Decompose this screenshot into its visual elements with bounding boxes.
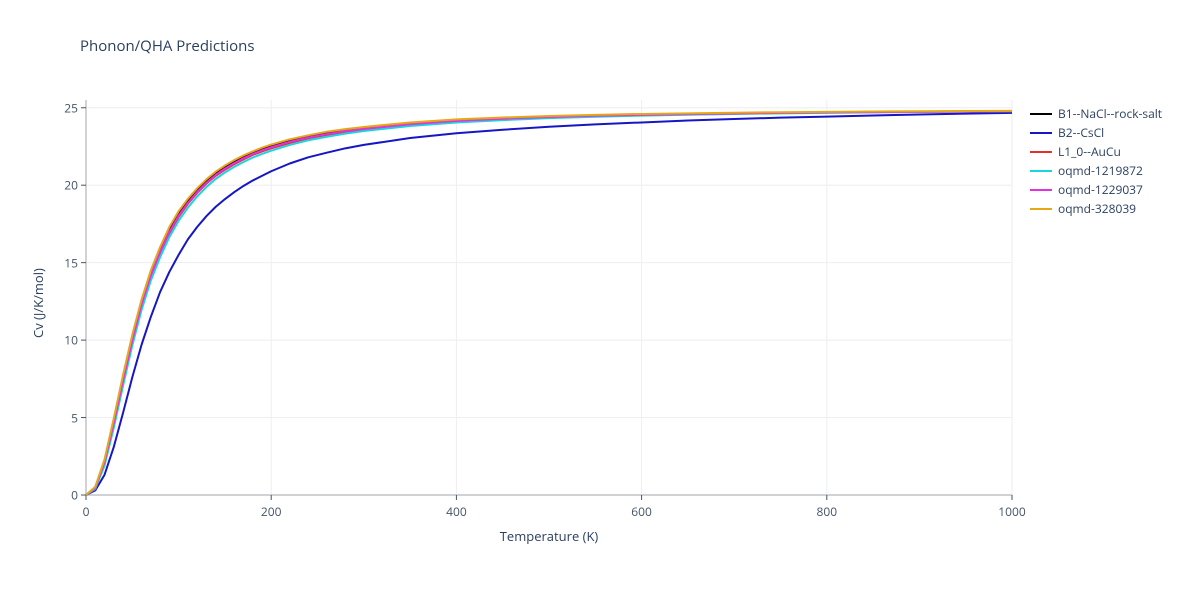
y-tick-label: 15 <box>48 254 78 271</box>
y-tick-label: 20 <box>48 177 78 194</box>
legend: B1--NaCl--rock-salt B2--CsCl L1_0--AuCuoqm… <box>1030 104 1162 218</box>
y-tick-label: 5 <box>48 409 78 426</box>
legend-label: B1--NaCl--rock-salt <box>1058 105 1162 122</box>
legend-label: oqmd-1229037 <box>1058 181 1143 198</box>
x-axis-label: Temperature (K) <box>500 527 599 545</box>
x-tick-label: 0 <box>83 503 90 520</box>
legend-item[interactable]: B1--NaCl--rock-salt <box>1030 104 1162 123</box>
legend-swatch <box>1030 132 1052 134</box>
y-axis-label: Cv (J/K/mol) <box>29 268 47 338</box>
x-tick-label: 400 <box>446 503 467 520</box>
legend-item[interactable]: L1_0--AuCu <box>1030 142 1162 161</box>
series-line[interactable] <box>86 111 1012 495</box>
legend-label: oqmd-1219872 <box>1058 162 1143 179</box>
legend-item[interactable]: oqmd-1219872 <box>1030 161 1162 180</box>
legend-swatch <box>1030 151 1052 153</box>
legend-item[interactable]: B2--CsCl <box>1030 123 1162 142</box>
legend-label: B2--CsCl <box>1058 124 1104 141</box>
y-tick-label: 0 <box>48 487 78 504</box>
legend-swatch <box>1030 189 1052 191</box>
x-tick-label: 200 <box>261 503 282 520</box>
legend-label: L1_0--AuCu <box>1058 143 1121 160</box>
legend-swatch <box>1030 113 1052 115</box>
legend-label: oqmd-328039 <box>1058 200 1136 217</box>
legend-swatch <box>1030 208 1052 210</box>
legend-item[interactable]: oqmd-1229037 <box>1030 180 1162 199</box>
y-tick-label: 25 <box>48 99 78 116</box>
x-tick-label: 600 <box>631 503 652 520</box>
legend-swatch <box>1030 170 1052 172</box>
legend-item[interactable]: oqmd-328039 <box>1030 199 1162 218</box>
x-tick-label: 1000 <box>998 503 1025 520</box>
x-tick-label: 800 <box>817 503 838 520</box>
y-tick-label: 10 <box>48 332 78 349</box>
